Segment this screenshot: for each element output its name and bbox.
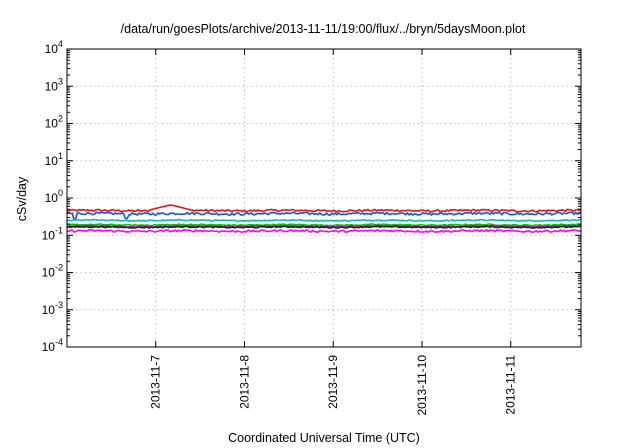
x-tick-label: 2013-11-9 [326,355,340,409]
x-tick-label: 2013-11-10 [415,355,429,416]
y-axis-label: cSv/day [15,176,29,221]
x-tick-label: 2013-11-7 [149,355,163,409]
data-series [66,204,582,234]
y-tick-label: 100 [45,188,63,205]
y-tick-label: 10-4 [42,337,63,354]
y-tick-label: 10-2 [42,263,63,280]
grid-lines [67,49,581,347]
y-tick-label: 10-1 [42,225,63,242]
x-tick-label: 2013-11-11 [504,355,518,415]
y-axis-ticks: 10-4 10-3 10-2 10-1 100 101 102 103 104 [42,39,581,354]
series-line [66,204,582,213]
series-line [66,211,582,220]
x-axis-label: Coordinated Universal Time (UTC) [228,431,420,445]
y-tick-label: 103 [45,76,63,93]
x-axis-ticks: 2013-11-7 2013-11-8 2013-11-9 2013-11-10 201… [149,49,518,416]
y-tick-label: 102 [45,114,63,131]
chart-title: /data/run/goesPlots/archive/2013-11-11/1… [121,22,526,36]
series-line [66,229,582,234]
y-tick-label: 10-3 [42,300,63,317]
series-line [66,225,582,229]
y-tick-label: 101 [45,151,63,168]
series-line [66,218,582,223]
x-tick-label: 2013-11-8 [237,355,251,409]
y-tick-label: 104 [45,39,63,56]
